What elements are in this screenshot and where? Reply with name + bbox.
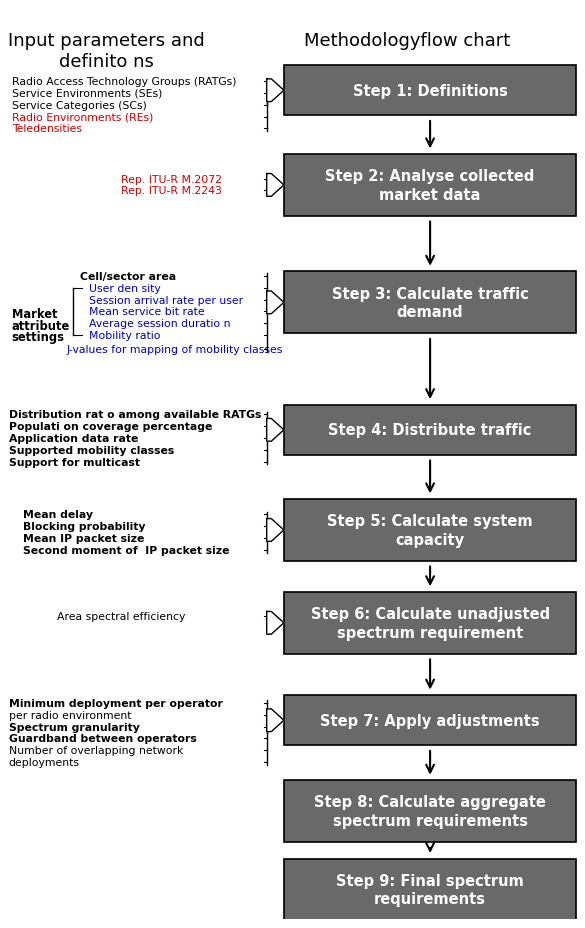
Text: Rep. ITU-R M.2243: Rep. ITU-R M.2243	[121, 187, 221, 196]
Text: Input parameters and
definito ns: Input parameters and definito ns	[8, 32, 205, 71]
FancyBboxPatch shape	[284, 406, 576, 456]
Text: Service Categories (SCs): Service Categories (SCs)	[12, 100, 146, 110]
Text: Supported mobility classes: Supported mobility classes	[9, 445, 174, 456]
Text: Application data rate: Application data rate	[9, 433, 138, 444]
Text: Minimum deployment per operator: Minimum deployment per operator	[9, 698, 222, 708]
Text: Step 3: Calculate traffic
demand: Step 3: Calculate traffic demand	[332, 286, 528, 320]
Text: Guardband between operators: Guardband between operators	[9, 734, 197, 743]
Text: J-values for mapping of mobility classes: J-values for mapping of mobility classes	[66, 344, 283, 354]
Text: Mean delay: Mean delay	[23, 509, 93, 520]
Text: Area spectral efficiency: Area spectral efficiency	[57, 612, 186, 622]
FancyBboxPatch shape	[284, 155, 576, 216]
Text: Service Environments (SEs): Service Environments (SEs)	[12, 89, 162, 99]
Text: Step 8: Calculate aggregate
spectrum requirements: Step 8: Calculate aggregate spectrum req…	[314, 794, 546, 828]
Text: Step 5: Calculate system
capacity: Step 5: Calculate system capacity	[327, 513, 533, 548]
Polygon shape	[267, 519, 284, 542]
Polygon shape	[267, 612, 284, 635]
FancyBboxPatch shape	[284, 780, 576, 843]
Text: User den sity: User den sity	[89, 283, 161, 293]
Polygon shape	[267, 80, 284, 102]
Text: Step 1: Definitions: Step 1: Definitions	[353, 84, 508, 98]
Polygon shape	[267, 174, 284, 197]
Text: Methodologyflow chart: Methodologyflow chart	[304, 32, 510, 50]
Text: settings: settings	[12, 331, 64, 344]
Text: Step 2: Analyse collected
market data: Step 2: Analyse collected market data	[325, 169, 535, 202]
Text: Step 6: Calculate unadjusted
spectrum requirement: Step 6: Calculate unadjusted spectrum re…	[311, 606, 550, 640]
Text: Blocking probability: Blocking probability	[23, 522, 146, 532]
FancyBboxPatch shape	[284, 66, 576, 116]
FancyBboxPatch shape	[284, 272, 576, 334]
Text: Support for multicast: Support for multicast	[9, 458, 140, 467]
Text: attribute: attribute	[12, 319, 70, 332]
Text: Second moment of  IP packet size: Second moment of IP packet size	[23, 546, 229, 555]
Text: Average session duratio n: Average session duratio n	[89, 319, 230, 329]
FancyBboxPatch shape	[284, 499, 576, 561]
Text: Step 7: Apply adjustments: Step 7: Apply adjustments	[320, 713, 540, 728]
Text: Mobility ratio: Mobility ratio	[89, 330, 160, 341]
Text: Step 4: Distribute traffic: Step 4: Distribute traffic	[328, 423, 532, 438]
Text: Populati on coverage percentage: Populati on coverage percentage	[9, 421, 212, 432]
Polygon shape	[267, 291, 284, 315]
Text: Distribution rat o among available RATGs: Distribution rat o among available RATGs	[9, 410, 261, 419]
Text: Cell/sector area: Cell/sector area	[80, 272, 177, 282]
Text: Number of overlapping network: Number of overlapping network	[9, 745, 183, 755]
Text: Radio Access Technology Groups (RATGs): Radio Access Technology Groups (RATGs)	[12, 77, 236, 87]
Text: deployments: deployments	[9, 757, 80, 767]
Text: Spectrum granularity: Spectrum granularity	[9, 722, 140, 732]
FancyBboxPatch shape	[284, 858, 576, 921]
Text: Radio Environments (REs): Radio Environments (REs)	[12, 112, 153, 122]
Text: Step 9: Final spectrum
requirements: Step 9: Final spectrum requirements	[336, 873, 524, 907]
Polygon shape	[267, 419, 284, 442]
Text: Mean IP packet size: Mean IP packet size	[23, 534, 144, 544]
Text: per radio environment: per radio environment	[9, 710, 131, 720]
Text: Market: Market	[12, 307, 57, 320]
Text: Session arrival rate per user: Session arrival rate per user	[89, 295, 243, 305]
Text: Rep. ITU-R M.2072: Rep. ITU-R M.2072	[121, 175, 222, 186]
FancyBboxPatch shape	[284, 592, 576, 654]
Polygon shape	[267, 709, 284, 732]
FancyBboxPatch shape	[284, 695, 576, 745]
Text: Teledensities: Teledensities	[12, 124, 81, 135]
Text: Mean service bit rate: Mean service bit rate	[89, 307, 205, 317]
